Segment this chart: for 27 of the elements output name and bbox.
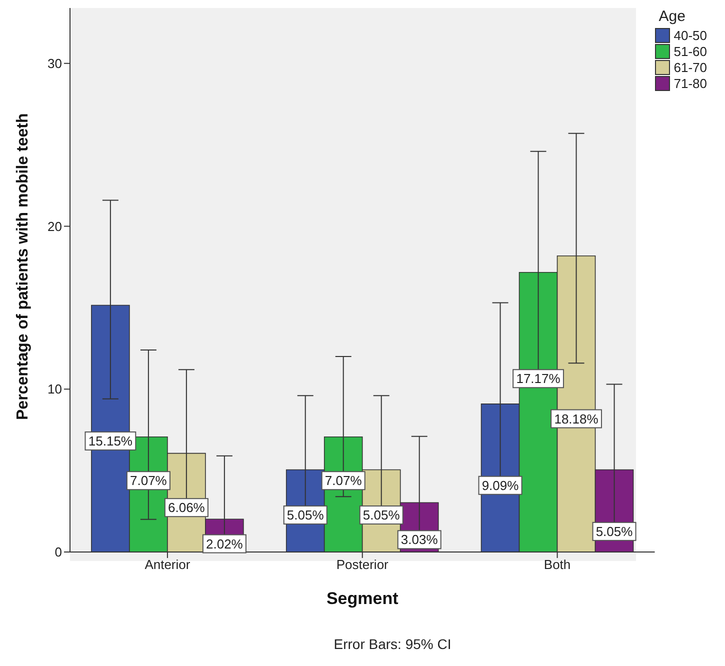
data-label: 9.09%	[482, 478, 520, 493]
x-tick-label: Posterior	[336, 557, 390, 572]
data-label: 5.05%	[362, 507, 400, 522]
y-tick-label: 10	[48, 382, 62, 397]
data-label: 6.06%	[168, 500, 206, 516]
x-tick-label: Both	[544, 557, 571, 572]
y-axis-title: Percentage of patients with mobile teeth	[14, 113, 32, 420]
legend-label: 51-60	[674, 44, 707, 59]
y-tick-label: 0	[54, 544, 62, 560]
text: Error Bars: 95% CI	[332, 636, 452, 652]
x-tick-label: Anterior	[144, 557, 191, 572]
y-tick-label: 20	[48, 218, 62, 234]
legend-label: 40-50	[674, 28, 707, 43]
legend-title: Age	[658, 8, 686, 25]
data-label: 17.17%	[516, 371, 561, 386]
legend-label: 61-70	[674, 60, 707, 75]
data-label: 15.15%	[88, 433, 133, 448]
data-label: 18.18%	[554, 411, 599, 426]
data-label: 3.03%	[400, 532, 438, 548]
legend-label: 71-80	[674, 76, 707, 91]
data-label: 5.05%	[286, 507, 324, 522]
data-label: 2.02%	[206, 536, 244, 552]
data-label: 5.05%	[596, 524, 634, 539]
x-axis-title: Segment	[326, 589, 399, 608]
data-label: 7.07%	[324, 473, 362, 488]
data-label: 7.07%	[130, 473, 168, 488]
y-tick-label: 30	[48, 56, 62, 71]
